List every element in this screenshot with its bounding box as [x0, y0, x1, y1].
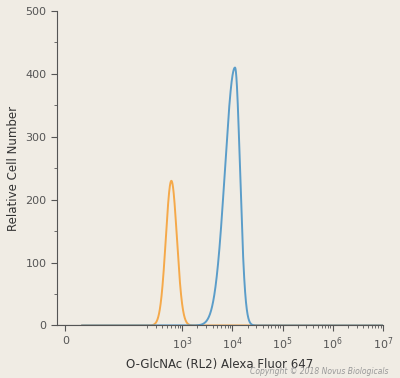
Y-axis label: Relative Cell Number: Relative Cell Number — [7, 106, 20, 231]
Text: Copyright © 2018 Novus Biologicals: Copyright © 2018 Novus Biologicals — [250, 367, 388, 376]
X-axis label: O-GlcNAc (RL2) Alexa Fluor 647: O-GlcNAc (RL2) Alexa Fluor 647 — [126, 358, 314, 371]
